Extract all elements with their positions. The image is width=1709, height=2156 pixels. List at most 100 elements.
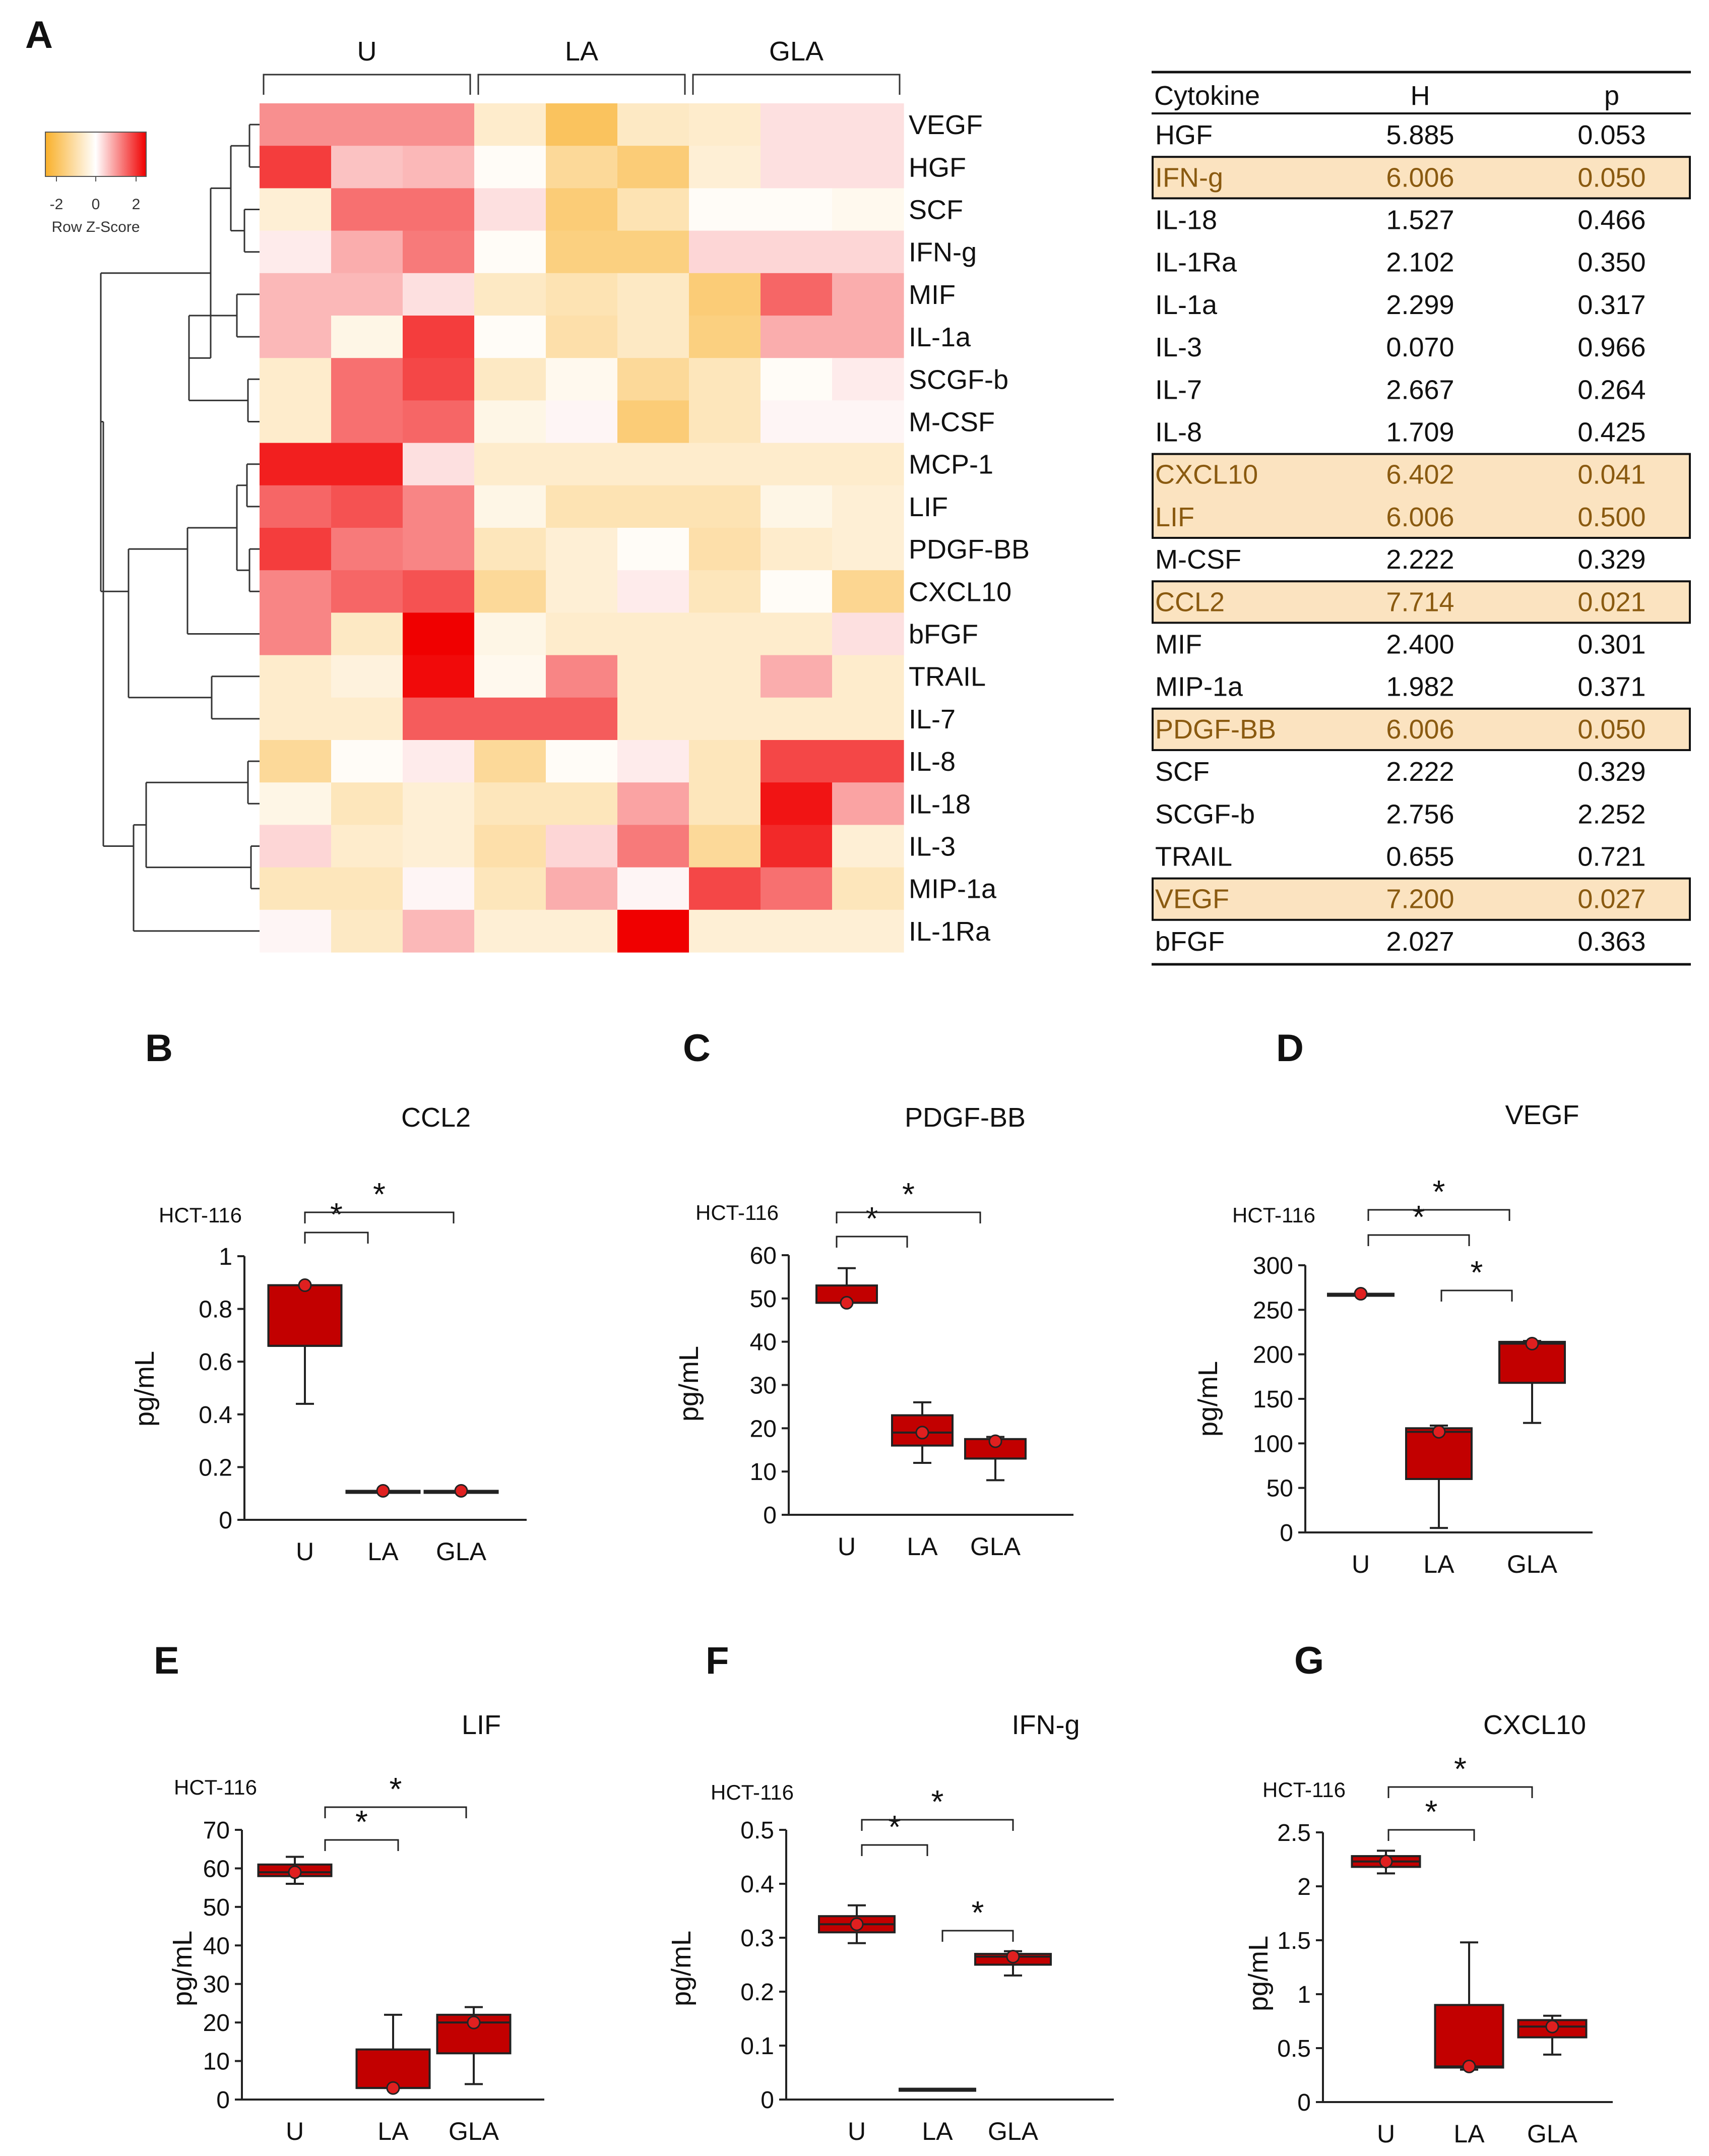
mean-point — [386, 2081, 400, 2095]
mean-point — [915, 1426, 929, 1440]
heatmap-cell — [832, 570, 904, 613]
panel-letter-g: G — [1294, 1639, 1324, 1682]
x-tick-label: U — [1377, 2120, 1395, 2148]
heatmap-cell — [689, 612, 761, 656]
heatmap-cell — [617, 909, 689, 953]
cell-line-label: HCT-116 — [711, 1780, 794, 1804]
x-tick-label: U — [1352, 1550, 1370, 1578]
heatmap-cell — [761, 782, 833, 825]
y-tick-label: 0 — [761, 2087, 774, 2114]
heatmap-cell — [474, 103, 546, 146]
mean-point — [298, 1278, 312, 1292]
heatmap-cell — [331, 612, 403, 656]
significance-star: * — [390, 1771, 402, 1807]
heatmap-cell — [260, 655, 332, 698]
table-cell-p: 0.329 — [1577, 757, 1645, 787]
heatmap-cell — [617, 697, 689, 741]
table-cell-h: 0.070 — [1386, 332, 1454, 362]
table-cell-cytokine: SCF — [1155, 757, 1210, 787]
heatmap-row-label: SCGF-b — [909, 364, 1008, 395]
heatmap-cell — [689, 697, 761, 741]
panel-letter-f: F — [706, 1639, 729, 1682]
x-tick-label: U — [848, 2117, 866, 2145]
x-tick-label: U — [838, 1532, 856, 1561]
heatmap-cell — [761, 825, 833, 868]
table-cell-cytokine: TRAIL — [1155, 842, 1232, 872]
heatmap-cell — [474, 188, 546, 231]
heatmap-row-label: LIF — [909, 492, 948, 522]
x-tick-label: GLA — [970, 1532, 1021, 1561]
significance-bracket — [861, 1819, 1014, 1831]
y-tick-label: 300 — [1253, 1253, 1293, 1279]
chart-title: IFN-g — [1012, 1710, 1080, 1740]
heatmap-cell — [546, 825, 618, 868]
y-tick-label: 0 — [219, 1507, 232, 1534]
heatmap-cell — [546, 782, 618, 825]
table-cell-cytokine: IL-7 — [1155, 375, 1202, 405]
boxplot-e-lif: LIF HCT-116 pg/mL 0 10 20 30 40 50 60 70 U LA GLA * * — [167, 1710, 544, 2145]
heatmap-cell — [761, 697, 833, 741]
heatmap-cell — [546, 146, 618, 189]
group-label: LA — [565, 36, 598, 67]
heatmap-cell — [260, 273, 332, 316]
y-axis-label: pg/mL — [674, 1346, 704, 1422]
heatmap-cell — [403, 782, 475, 825]
table-cell-cytokine: bFGF — [1155, 927, 1225, 957]
y-tick-label: 10 — [203, 2049, 230, 2075]
heatmap-cell — [331, 528, 403, 571]
heatmap-cell — [546, 909, 618, 953]
heatmap-row-label: CXCL10 — [909, 577, 1011, 607]
heatmap-row-label: IL-3 — [909, 832, 956, 862]
table-cell-p: 0.425 — [1577, 417, 1645, 448]
table-cell-cytokine: PDGF-BB — [1155, 714, 1276, 745]
heatmap-cell — [331, 740, 403, 783]
table-cell-p: 0.050 — [1577, 162, 1645, 193]
heatmap-row-label: bFGF — [909, 620, 978, 650]
y-axis-label: pg/mL — [167, 1931, 198, 2006]
significance-star: * — [1471, 1254, 1483, 1290]
panel-letter-e: E — [154, 1639, 179, 1682]
cell-line-label: HCT-116 — [159, 1203, 242, 1227]
mean-point — [988, 1434, 1002, 1448]
heatmap-cell — [689, 655, 761, 698]
table-cell-h: 2.756 — [1386, 799, 1454, 829]
cell-line-label: HCT-116 — [695, 1201, 779, 1224]
significance-star: * — [1454, 1751, 1467, 1787]
mean-point — [1379, 1855, 1393, 1869]
heatmap-cell — [689, 825, 761, 868]
heatmap-cell — [331, 697, 403, 741]
heatmap-cell — [403, 612, 475, 656]
y-tick-label: 150 — [1253, 1386, 1293, 1413]
heatmap-cell — [617, 358, 689, 401]
heatmap-cell — [403, 316, 475, 358]
heatmap-cell — [331, 273, 403, 316]
table-cell-cytokine: IL-8 — [1155, 417, 1202, 448]
table-header-cytokine: Cytokine — [1154, 81, 1260, 111]
mean-point — [376, 1484, 390, 1498]
heatmap-cell — [689, 273, 761, 316]
table-cell-cytokine: HGF — [1155, 120, 1213, 150]
heatmap-row-label: MIF — [909, 280, 956, 310]
heatmap-cell — [403, 867, 475, 910]
heatmap-cell — [260, 316, 332, 358]
panel-letter-c: C — [683, 1027, 711, 1070]
heatmap-cell — [403, 528, 475, 571]
significance-bracket — [861, 1844, 928, 1856]
heatmap-cell — [689, 740, 761, 783]
y-tick-label: 2 — [1297, 1874, 1311, 1900]
heatmap-cell — [546, 570, 618, 613]
heatmap-cell — [260, 528, 332, 571]
table-header-p: p — [1604, 81, 1619, 111]
table-header-h: H — [1411, 81, 1430, 111]
heatmap-cell — [832, 485, 904, 528]
mean-point — [1006, 1949, 1020, 1963]
heatmap-cell — [331, 485, 403, 528]
heatmap-row-label: M-CSF — [909, 407, 995, 438]
table-highlight-box — [1152, 453, 1691, 539]
table-cell-h: 1.527 — [1386, 205, 1454, 235]
heatmap-cell — [403, 358, 475, 401]
heatmap-cell — [832, 528, 904, 571]
heatmap-cell — [331, 443, 403, 486]
heatmap-cell — [761, 909, 833, 953]
heatmap-cell — [331, 867, 403, 910]
